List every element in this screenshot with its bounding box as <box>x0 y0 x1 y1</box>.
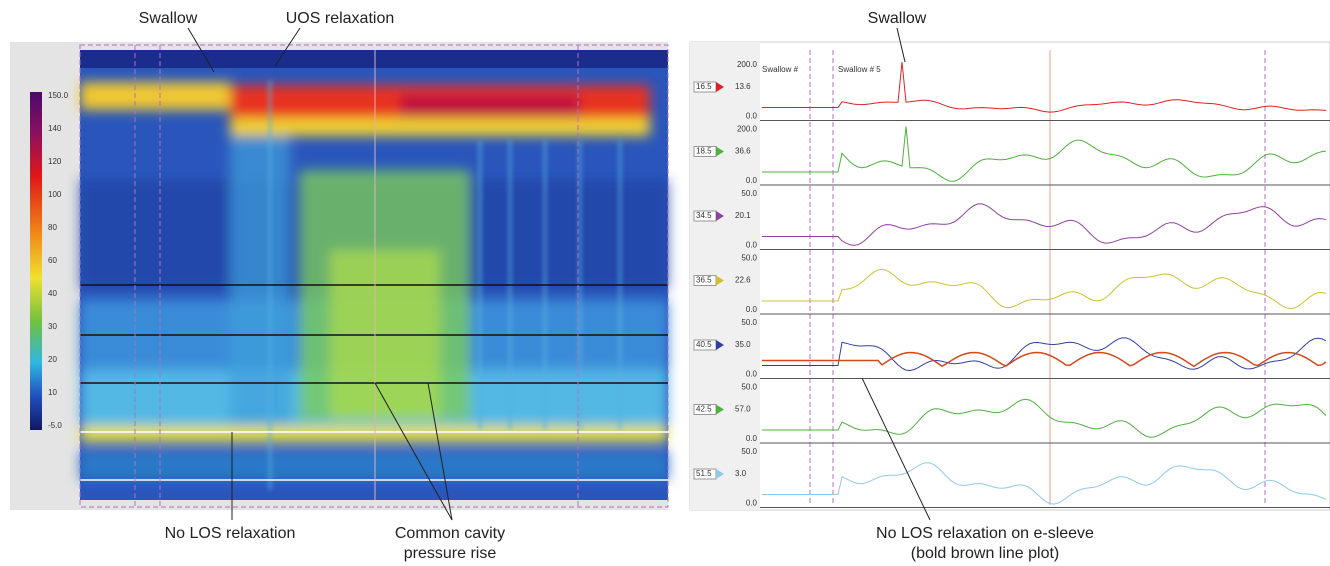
channel-value: 35.0 <box>735 340 751 349</box>
colorbar-label: -5.0 <box>48 421 62 430</box>
channel-position: 16.5 <box>696 82 712 91</box>
leader <box>861 377 931 521</box>
scale-bottom: 0.0 <box>746 434 758 443</box>
channel-value: 22.6 <box>735 276 751 285</box>
scale-bottom: 0.0 <box>746 112 758 121</box>
scale-bottom: 0.0 <box>746 370 758 379</box>
channel-value: 36.6 <box>735 147 751 156</box>
channel-arrow <box>716 146 724 157</box>
annotation: Common cavity <box>395 525 505 542</box>
colorbar-label: 100 <box>48 190 62 199</box>
annotations: Swallow UOS relaxation No LOS relaxation… <box>139 10 1094 562</box>
trace-panel: 200.0 0.0 16.5 13.6 200.0 0.0 18.5 36.6 50.0 0.0 3… <box>689 41 1330 511</box>
channel-position: 34.5 <box>696 211 712 220</box>
scale-top: 50.0 <box>741 383 757 392</box>
leader <box>374 382 453 521</box>
channel-arrow <box>716 340 724 350</box>
scale-top: 200.0 <box>737 125 758 134</box>
colorbar-label: 80 <box>48 223 57 232</box>
channel-value: 57.0 <box>735 405 751 414</box>
channel-value: 13.6 <box>735 82 751 91</box>
white-lines <box>80 431 668 481</box>
marker-label: Swallow # 5 <box>838 65 881 74</box>
scale-bottom: 0.0 <box>746 241 758 250</box>
channel-position: 36.5 <box>696 276 712 285</box>
trace <box>762 398 1327 438</box>
colorbar-label: 30 <box>48 322 57 331</box>
colorbar-label: 150.0 <box>48 91 69 100</box>
channel-position: 40.5 <box>696 340 712 349</box>
annotation: UOS relaxation <box>286 10 395 27</box>
panel-frame <box>689 41 1330 511</box>
annotation: (bold brown line plot) <box>911 545 1060 562</box>
annotation: No LOS relaxation on e-sleeve <box>876 525 1094 542</box>
colorbar-label: 60 <box>48 256 57 265</box>
e-sleeve-trace <box>762 351 1327 368</box>
marker-lines <box>79 44 669 508</box>
leader <box>187 27 215 73</box>
colorbar-label: 20 <box>48 355 57 364</box>
colorbar-label: 140 <box>48 124 62 133</box>
trace <box>762 126 1327 182</box>
annotation: Swallow <box>868 10 927 27</box>
channel-value: 3.0 <box>735 469 747 478</box>
channel-position: 51.5 <box>696 469 712 478</box>
trace <box>762 203 1327 246</box>
channel-position: 42.5 <box>696 405 712 414</box>
trace <box>762 337 1327 372</box>
leader <box>427 382 453 521</box>
channel-arrow <box>716 211 724 221</box>
scale-bottom: 0.0 <box>746 305 758 314</box>
scale-bottom: 0.0 <box>746 499 758 508</box>
scale-top: 50.0 <box>741 318 757 327</box>
leader <box>896 27 906 63</box>
trace <box>762 61 1327 113</box>
channel-position: 18.5 <box>696 147 712 156</box>
level-lines <box>80 284 668 384</box>
scale-bottom: 0.0 <box>746 176 758 185</box>
annotation: pressure rise <box>404 545 497 562</box>
colorbar <box>30 92 42 430</box>
annotation: Swallow <box>139 10 198 27</box>
topography-panel <box>10 42 669 510</box>
scale-top: 200.0 <box>737 60 758 69</box>
marker-label: Swallow # <box>762 65 799 74</box>
channel-arrow <box>716 404 724 415</box>
colorbar-label: 10 <box>48 388 57 397</box>
scale-top: 50.0 <box>741 189 757 198</box>
marker-lines <box>809 50 1266 505</box>
trace <box>762 462 1327 505</box>
channel-arrow <box>716 275 724 286</box>
leader <box>274 27 301 67</box>
trace <box>762 268 1327 310</box>
topography-fields <box>80 82 668 480</box>
colorbar-label: 40 <box>48 289 57 298</box>
channel-value: 20.1 <box>735 211 751 220</box>
annotation: No LOS relaxation <box>165 525 296 542</box>
scale-top: 50.0 <box>741 447 757 456</box>
channel-arrow <box>716 82 724 92</box>
colorbar-label: 120 <box>48 157 62 166</box>
channel-arrow <box>716 469 724 479</box>
scale-top: 50.0 <box>741 254 757 263</box>
top-band <box>80 50 668 68</box>
